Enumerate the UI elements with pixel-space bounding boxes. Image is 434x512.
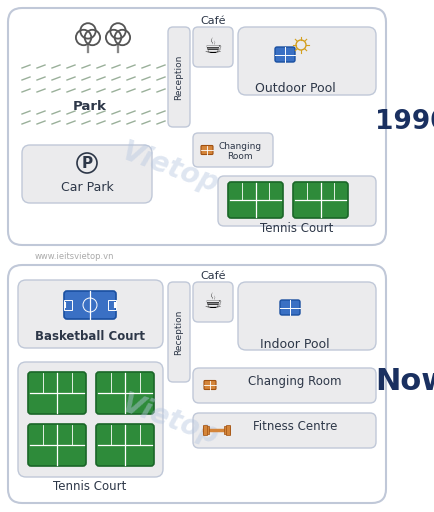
FancyBboxPatch shape <box>204 380 216 390</box>
FancyBboxPatch shape <box>8 8 386 245</box>
Bar <box>206 426 208 434</box>
FancyBboxPatch shape <box>168 282 190 382</box>
Text: www.ieitsvietop.vn: www.ieitsvietop.vn <box>35 252 115 261</box>
Text: Outdoor Pool: Outdoor Pool <box>255 82 335 95</box>
Bar <box>224 426 227 434</box>
FancyBboxPatch shape <box>18 362 163 477</box>
Text: Changing Room: Changing Room <box>248 375 342 388</box>
Text: Reception: Reception <box>174 309 184 355</box>
Text: Changing
Room: Changing Room <box>218 142 262 161</box>
Bar <box>64 300 72 310</box>
FancyBboxPatch shape <box>228 182 283 218</box>
FancyBboxPatch shape <box>168 27 190 127</box>
Text: Indoor Pool: Indoor Pool <box>260 338 330 351</box>
FancyBboxPatch shape <box>293 182 348 218</box>
FancyBboxPatch shape <box>96 424 154 466</box>
FancyBboxPatch shape <box>8 265 386 503</box>
Text: ☕: ☕ <box>204 37 222 57</box>
Text: P: P <box>82 156 92 170</box>
FancyBboxPatch shape <box>18 280 163 348</box>
Text: Vietop: Vietop <box>118 390 223 451</box>
Text: Tennis Court: Tennis Court <box>260 222 334 235</box>
FancyBboxPatch shape <box>193 282 233 322</box>
FancyBboxPatch shape <box>28 372 86 414</box>
FancyBboxPatch shape <box>96 372 154 414</box>
FancyBboxPatch shape <box>193 27 233 67</box>
Text: Now: Now <box>375 368 434 396</box>
FancyBboxPatch shape <box>28 424 86 466</box>
FancyBboxPatch shape <box>193 413 376 448</box>
Bar <box>226 425 230 435</box>
FancyBboxPatch shape <box>22 145 152 203</box>
Text: ☕: ☕ <box>204 292 222 312</box>
Text: Café: Café <box>200 16 226 26</box>
Text: 1990: 1990 <box>375 109 434 135</box>
FancyBboxPatch shape <box>193 368 376 403</box>
FancyBboxPatch shape <box>64 291 116 319</box>
Text: Reception: Reception <box>174 54 184 100</box>
Bar <box>108 300 116 310</box>
FancyBboxPatch shape <box>218 176 376 226</box>
FancyBboxPatch shape <box>238 27 376 95</box>
Text: Car Park: Car Park <box>61 181 113 194</box>
Bar <box>203 425 207 435</box>
FancyBboxPatch shape <box>275 47 295 62</box>
Text: Fitness Centre: Fitness Centre <box>253 420 337 433</box>
Text: Vietop: Vietop <box>118 137 223 199</box>
Bar <box>203 426 206 434</box>
FancyBboxPatch shape <box>193 133 273 167</box>
Text: Basketball Court: Basketball Court <box>35 330 145 343</box>
FancyBboxPatch shape <box>238 282 376 350</box>
FancyBboxPatch shape <box>201 145 213 155</box>
Bar <box>227 426 230 434</box>
Text: Park: Park <box>73 100 107 113</box>
FancyBboxPatch shape <box>280 300 300 315</box>
Text: Tennis Court: Tennis Court <box>53 480 127 493</box>
Text: Café: Café <box>200 271 226 281</box>
